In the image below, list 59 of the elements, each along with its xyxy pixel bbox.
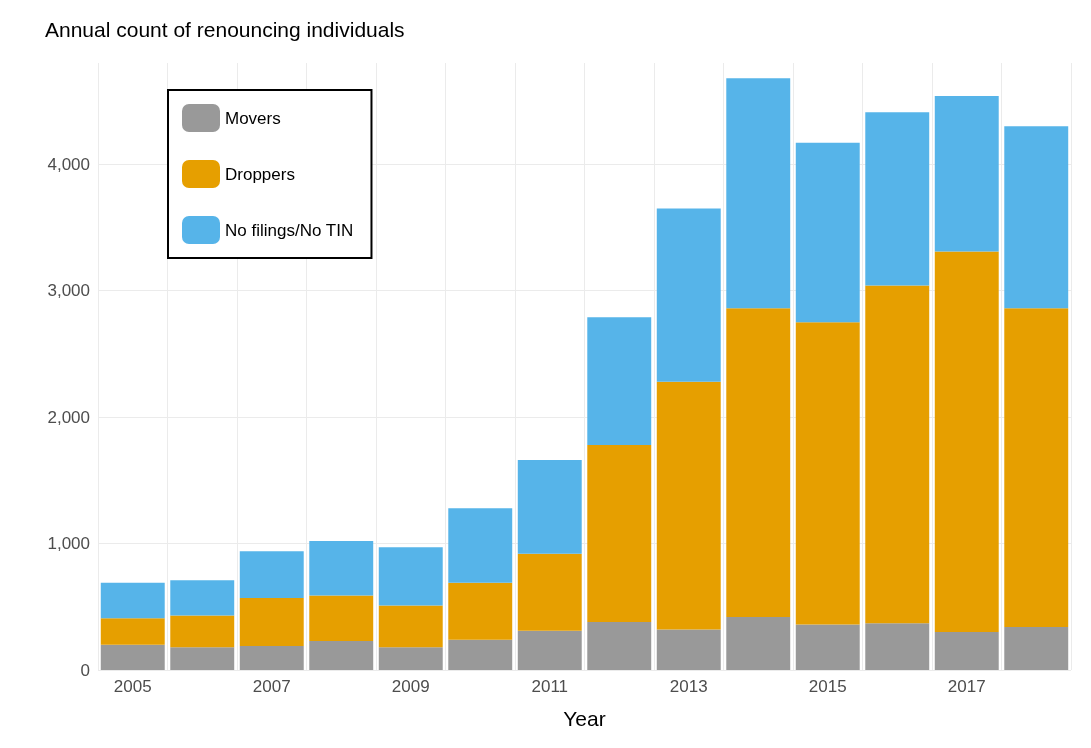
bar bbox=[656, 208, 721, 382]
x-tick-label: 2013 bbox=[669, 677, 708, 696]
legend-label: Droppers bbox=[225, 164, 295, 184]
y-tick-label: 0 bbox=[80, 660, 90, 680]
bar bbox=[517, 630, 582, 670]
bar bbox=[934, 95, 999, 252]
bar bbox=[239, 645, 304, 670]
bar bbox=[795, 142, 860, 323]
bar bbox=[795, 624, 860, 670]
bar bbox=[170, 580, 235, 616]
bar bbox=[378, 547, 443, 606]
bar bbox=[309, 640, 374, 670]
bar bbox=[448, 639, 513, 670]
bar bbox=[100, 618, 165, 645]
bar bbox=[239, 597, 304, 646]
y-tick-label: 3,000 bbox=[47, 281, 90, 301]
legend-label: Movers bbox=[225, 108, 281, 128]
x-tick-label: 2011 bbox=[531, 677, 569, 696]
bar bbox=[309, 595, 374, 641]
bar bbox=[1004, 308, 1069, 627]
bar bbox=[865, 285, 930, 624]
bar bbox=[517, 460, 582, 554]
bar bbox=[934, 251, 999, 633]
y-tick-label: 4,000 bbox=[47, 154, 90, 174]
bar bbox=[865, 623, 930, 670]
bar bbox=[587, 444, 652, 622]
bar bbox=[726, 616, 791, 670]
x-tick-label: 2005 bbox=[113, 677, 152, 696]
chart-title: Annual count of renouncing individuals bbox=[45, 18, 405, 41]
bar bbox=[239, 551, 304, 598]
y-tick-label: 1,000 bbox=[47, 534, 90, 554]
bar bbox=[934, 632, 999, 670]
legend-label: No filings/No TIN bbox=[225, 220, 354, 240]
bar bbox=[656, 381, 721, 630]
bar bbox=[517, 553, 582, 631]
bar bbox=[1004, 126, 1069, 309]
y-tick-label: 2,000 bbox=[47, 407, 90, 427]
bar bbox=[865, 112, 930, 286]
bar bbox=[378, 647, 443, 670]
bar bbox=[378, 605, 443, 648]
x-tick-label: 2015 bbox=[808, 677, 847, 696]
bar bbox=[1004, 627, 1069, 670]
bar bbox=[726, 78, 791, 309]
bar bbox=[100, 582, 165, 619]
x-tick-label: 2009 bbox=[391, 677, 430, 696]
bar bbox=[795, 322, 860, 625]
x-tick-label: 2017 bbox=[947, 677, 986, 696]
bar bbox=[448, 508, 513, 583]
bar bbox=[587, 317, 652, 445]
x-tick-label: 2007 bbox=[252, 677, 291, 696]
bar bbox=[170, 647, 235, 670]
bar bbox=[170, 615, 235, 648]
bar bbox=[587, 621, 652, 670]
bar bbox=[448, 582, 513, 640]
bar bbox=[309, 541, 374, 596]
x-axis-title: Year bbox=[563, 707, 606, 730]
bar bbox=[656, 629, 721, 670]
bar bbox=[726, 308, 791, 617]
bar bbox=[100, 644, 165, 670]
